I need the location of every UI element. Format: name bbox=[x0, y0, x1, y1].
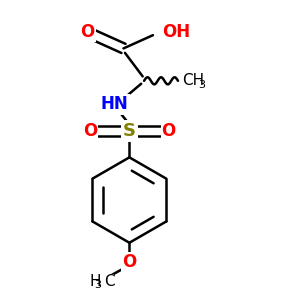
Text: H: H bbox=[90, 274, 101, 289]
Text: CH: CH bbox=[182, 73, 205, 88]
Text: O: O bbox=[122, 253, 136, 271]
Text: O: O bbox=[161, 122, 176, 140]
Text: O: O bbox=[80, 23, 95, 41]
Text: 3: 3 bbox=[199, 80, 206, 90]
Text: OH: OH bbox=[162, 23, 190, 41]
Text: 3: 3 bbox=[94, 280, 101, 290]
Text: O: O bbox=[83, 122, 98, 140]
Text: S: S bbox=[123, 122, 136, 140]
Text: HN: HN bbox=[101, 95, 128, 113]
Text: C: C bbox=[104, 274, 114, 289]
